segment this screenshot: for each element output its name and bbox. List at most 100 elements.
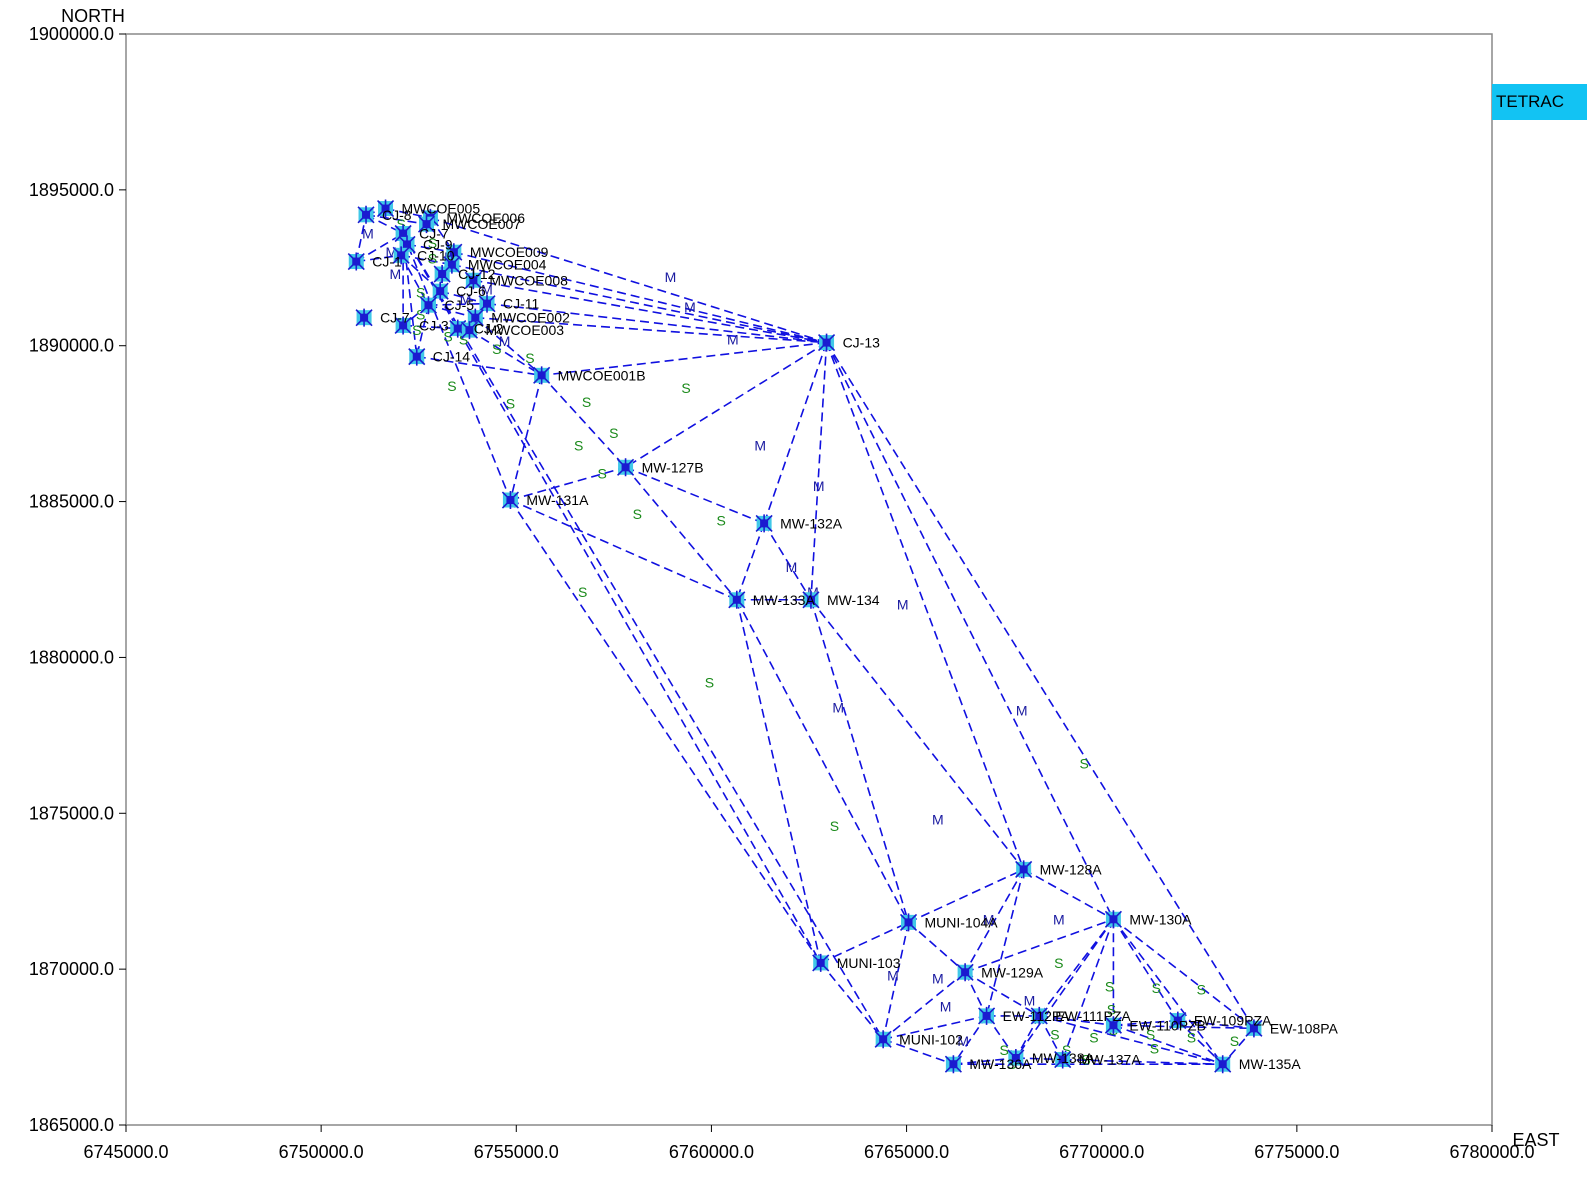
well-label: MW-129A <box>981 964 1044 980</box>
edge-mark-s: S <box>1230 1033 1239 1049</box>
edge-line <box>810 342 828 600</box>
edge-line <box>882 1038 954 1065</box>
edge-mark-s: S <box>597 466 606 482</box>
edge-line <box>810 599 1025 870</box>
well-label: MW-135A <box>1239 1056 1302 1072</box>
edge-line <box>355 214 367 262</box>
edge-mark-m: M <box>389 266 401 282</box>
edge-line <box>510 466 626 501</box>
well-label: MW-131A <box>526 492 589 508</box>
edge-line <box>541 341 827 377</box>
edge-mark-m: M <box>460 291 472 307</box>
edge-mark-m: M <box>481 282 493 298</box>
well-points <box>347 199 1263 1074</box>
edge-mark-s: S <box>1187 1030 1196 1046</box>
edge-mark-s: S <box>999 1042 1008 1058</box>
edge-line <box>1061 918 1115 1060</box>
edge-line <box>952 1015 988 1065</box>
well-label: CJ-1 <box>372 254 402 270</box>
well-label: MW-138A <box>1032 1050 1095 1066</box>
well-marker-star <box>433 265 451 284</box>
edge-mark-s: S <box>1152 980 1161 996</box>
well-marker-star <box>944 1055 962 1074</box>
well-marker-star <box>812 953 830 972</box>
well-marker-star <box>419 296 438 315</box>
edge-line <box>428 304 476 319</box>
edge-mark-s: S <box>1050 1027 1059 1043</box>
well-label: MWCOE007 <box>443 216 522 232</box>
edge-mark-s: S <box>428 250 437 266</box>
edge-line <box>355 232 404 263</box>
edge-line <box>1113 1024 1223 1065</box>
y-tick-label: 1895000.0 <box>29 180 114 200</box>
plot-frame <box>125 33 1493 1126</box>
well-label: EW-109PZA <box>1194 1013 1272 1029</box>
well-label: EW-108PA <box>1270 1020 1339 1036</box>
well-label: MW-136A <box>969 1056 1032 1072</box>
edge-mark-s: S <box>1054 955 1063 971</box>
edge-mark-m: M <box>1053 911 1065 927</box>
edge-line <box>541 374 627 468</box>
edge-line <box>882 922 910 1040</box>
well-label: MW-132A <box>780 515 843 531</box>
x-tick-label: 6745000.0 <box>83 1142 168 1162</box>
edge-line <box>825 342 1025 870</box>
y-tick-label: 1900000.0 <box>29 24 114 44</box>
edge-mark-m: M <box>1016 702 1028 718</box>
edge-mark-s: S <box>506 395 515 411</box>
edge-line <box>365 214 427 225</box>
edge-line <box>763 342 828 524</box>
y-tick-label: 1880000.0 <box>29 647 114 667</box>
well-label: MW-127B <box>642 459 704 475</box>
edge-mark-s: S <box>416 307 425 323</box>
well-label: EW-111PZA <box>1055 1008 1131 1024</box>
well-label: MW-128A <box>1040 861 1103 877</box>
well-label: CJ-14 <box>433 349 471 365</box>
edge-line <box>451 263 827 344</box>
edge-line <box>907 921 966 973</box>
axis-ticks: 6745000.0 6750000.0 6755000.0 6760000.0 6765… <box>29 24 1535 1162</box>
edge-line <box>625 466 765 525</box>
edge-mark-s: S <box>396 216 405 232</box>
well-marker-star <box>431 282 449 301</box>
edge-mark-s: S <box>1197 981 1206 997</box>
edge-line <box>820 962 884 1040</box>
well-label: CJ-12 <box>458 266 496 282</box>
edge-line <box>1015 918 1115 1059</box>
edge-marks: MMMMMMMMMMMMMMMMMMMMMMMMMSSSSSSSSSSSSSSS… <box>362 216 1239 1072</box>
edge-mark-s: S <box>459 331 468 347</box>
well-marker-star <box>394 316 412 335</box>
edge-mark-s: S <box>416 285 425 301</box>
well-marker-star <box>533 366 551 385</box>
edge-line <box>415 305 430 357</box>
edge-mark-s: S <box>1107 1002 1116 1018</box>
edge-mark-m: M <box>887 967 899 983</box>
well-label: MW-130A <box>1129 911 1192 927</box>
well-marker-star <box>899 913 918 932</box>
well-marker-star <box>1245 1019 1263 1038</box>
edge-line <box>486 302 827 344</box>
edge-mark-s: S <box>717 512 726 528</box>
edge-mark-s: S <box>633 506 642 522</box>
edge-line <box>810 599 910 923</box>
well-marker-star <box>817 333 836 352</box>
well-marker-star <box>347 252 365 271</box>
well-label: MWCOE003 <box>485 322 564 338</box>
y-tick-label: 1885000.0 <box>29 492 114 512</box>
well-label: MWCOE002 <box>491 310 570 326</box>
y-tick-label: 1870000.0 <box>29 959 114 979</box>
well-label: MW-134 <box>827 592 880 608</box>
well-marker-star <box>1104 910 1122 929</box>
well-label: MWCOE006 <box>446 210 525 226</box>
edge-line <box>1039 1015 1114 1027</box>
edge-line <box>985 869 1025 1017</box>
edge-line <box>400 254 430 306</box>
edge-mark-s: S <box>447 378 456 394</box>
x-tick-label: 6780000.0 <box>1449 1142 1534 1162</box>
x-tick-label: 6755000.0 <box>474 1142 559 1162</box>
edge-mark-s: S <box>1081 1052 1090 1068</box>
edge-mark-s: S <box>609 425 618 441</box>
well-marker-star <box>501 491 519 510</box>
edge-line <box>1038 918 1115 1017</box>
